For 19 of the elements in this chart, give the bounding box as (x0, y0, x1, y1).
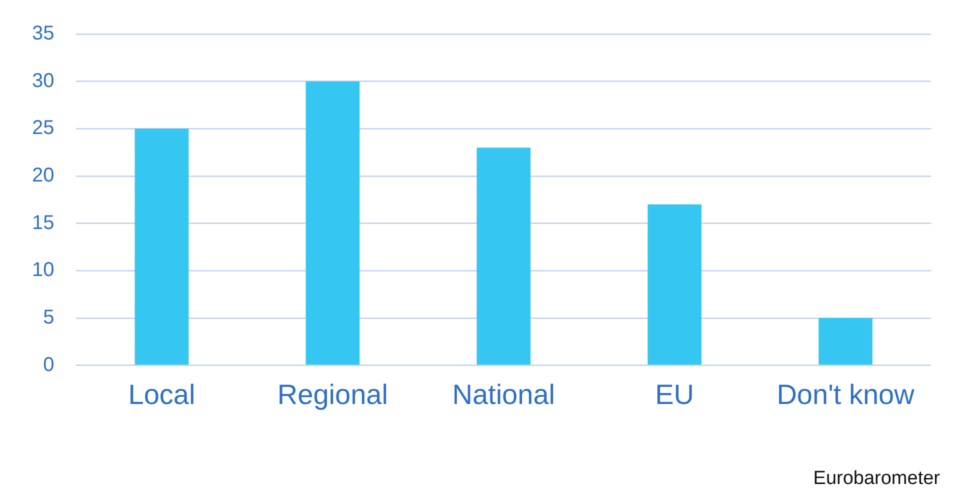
bar (306, 81, 360, 365)
bar (648, 204, 702, 365)
y-tick-label: 10 (32, 259, 54, 282)
x-tick-label: Local (128, 378, 196, 410)
y-tick-label: 25 (32, 117, 54, 140)
text: Eurobarometer (813, 468, 941, 489)
bar (476, 148, 531, 365)
y-tick-label: 20 (32, 164, 54, 187)
y-tick-label: 5 (43, 306, 54, 329)
x-tick-label: Don't know (776, 378, 916, 410)
bar (818, 318, 872, 365)
x-tick-label: Regional (277, 378, 388, 410)
y-tick-label: 15 (32, 212, 54, 234)
bar (134, 128, 189, 365)
x-tick-label: EU (655, 378, 694, 410)
y-tick-label: 30 (32, 70, 54, 92)
y-tick-label: 35 (32, 22, 54, 45)
x-tick-label: National (452, 378, 555, 410)
y-tick-label: 0 (43, 354, 54, 376)
